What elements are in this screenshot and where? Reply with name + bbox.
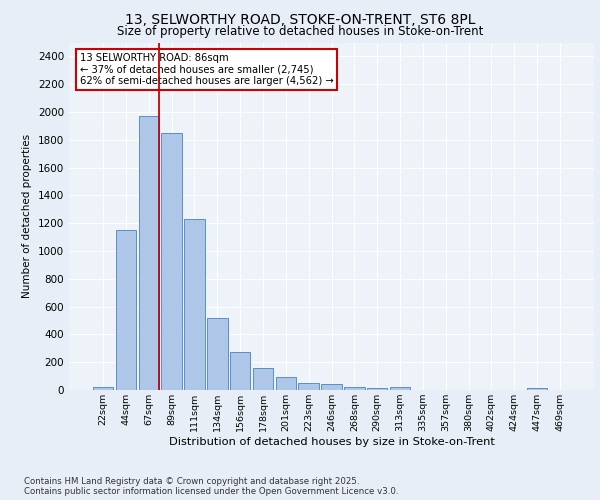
Bar [367,388,388,390]
Bar [116,230,136,390]
Text: 13 SELWORTHY ROAD: 86sqm
← 37% of detached houses are smaller (2,745)
62% of sem: 13 SELWORTHY ROAD: 86sqm ← 37% of detach… [79,53,333,86]
Bar [527,388,547,390]
Bar [93,386,113,390]
Bar [344,387,365,390]
Bar [161,133,182,390]
Text: Size of property relative to detached houses in Stoke-on-Trent: Size of property relative to detached ho… [117,25,483,38]
Bar [230,352,250,390]
Bar [184,219,205,390]
Y-axis label: Number of detached properties: Number of detached properties [22,134,32,298]
Bar [390,387,410,390]
X-axis label: Distribution of detached houses by size in Stoke-on-Trent: Distribution of detached houses by size … [169,437,494,447]
Bar [253,368,273,390]
Text: 13, SELWORTHY ROAD, STOKE-ON-TRENT, ST6 8PL: 13, SELWORTHY ROAD, STOKE-ON-TRENT, ST6 … [125,12,475,26]
Bar [298,383,319,390]
Bar [207,318,227,390]
Bar [275,378,296,390]
Bar [139,116,159,390]
Text: Contains HM Land Registry data © Crown copyright and database right 2025.
Contai: Contains HM Land Registry data © Crown c… [24,476,398,496]
Bar [321,384,342,390]
